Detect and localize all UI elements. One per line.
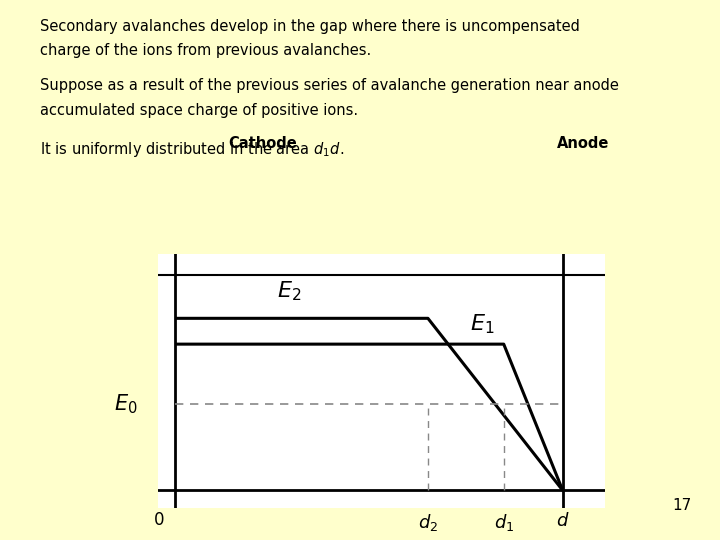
Text: Anode: Anode — [557, 136, 609, 151]
Text: $E_2$: $E_2$ — [276, 280, 301, 303]
Text: charge of the ions from previous avalanches.: charge of the ions from previous avalanc… — [40, 43, 371, 58]
Text: $0$: $0$ — [153, 512, 164, 529]
Text: Cathode: Cathode — [228, 136, 297, 151]
Text: Suppose as a result of the previous series of avalanche generation near anode: Suppose as a result of the previous seri… — [40, 78, 618, 93]
Text: $d$: $d$ — [556, 512, 570, 530]
Text: Secondary avalanches develop in the gap where there is uncompensated: Secondary avalanches develop in the gap … — [40, 19, 580, 34]
Text: $d_1$: $d_1$ — [494, 512, 514, 533]
Text: It is uniformly distributed in the area $d_1d$.: It is uniformly distributed in the area … — [40, 140, 344, 159]
Text: $E_0$: $E_0$ — [114, 393, 138, 416]
Text: $d_2$: $d_2$ — [418, 512, 438, 533]
Text: accumulated space charge of positive ions.: accumulated space charge of positive ion… — [40, 103, 358, 118]
Text: 17: 17 — [672, 498, 691, 513]
Text: $E_1$: $E_1$ — [470, 312, 495, 335]
